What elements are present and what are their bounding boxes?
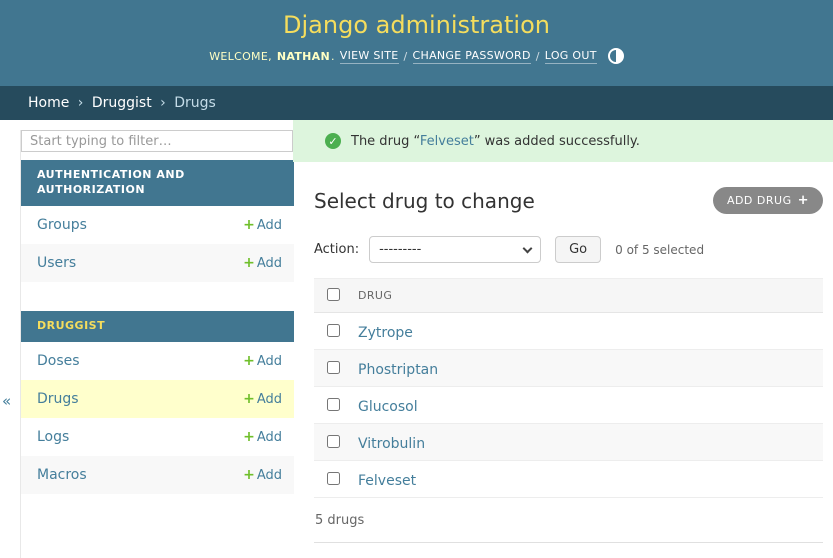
table-row: Glucosol: [314, 387, 823, 424]
plus-icon: +: [243, 466, 255, 483]
sidebar-filter-input[interactable]: [21, 130, 293, 152]
breadcrumb-app-link[interactable]: Druggist: [91, 95, 152, 111]
table-row: Vitrobulin: [314, 423, 823, 461]
go-button[interactable]: Go: [555, 236, 602, 263]
add-doses-link[interactable]: + Add: [243, 352, 282, 369]
sidebar-section-title-auth[interactable]: AUTHENTICATION AND AUTHORIZATION: [21, 160, 294, 206]
drug-row-link[interactable]: Glucosol: [358, 398, 418, 415]
plus-icon: +: [243, 428, 255, 445]
breadcrumb-separator: ›: [160, 95, 166, 111]
drug-row-link[interactable]: Zytrope: [358, 324, 413, 341]
plus-icon: +: [243, 390, 255, 407]
table-header-row: DRUG: [314, 278, 823, 313]
users-link[interactable]: Users: [37, 254, 77, 271]
action-counter: 0 of 5 selected: [615, 242, 705, 257]
sidebar-item-groups: Groups + Add: [21, 205, 294, 244]
drug-row-link[interactable]: Phostriptan: [358, 361, 439, 378]
main-content: ✓ The drug “Felveset” was added successf…: [293, 120, 833, 558]
row-checkbox[interactable]: [327, 397, 340, 411]
add-logs-link[interactable]: + Add: [243, 428, 282, 445]
nav-sidebar: AUTHENTICATION AND AUTHORIZATION Groups …: [16, 120, 294, 558]
plus-icon: +: [243, 254, 255, 271]
section-title-label: DRUGGIST: [37, 318, 106, 332]
drug-column-header[interactable]: DRUG: [358, 289, 393, 302]
row-checkbox[interactable]: [327, 360, 340, 374]
link-separator: /: [403, 49, 408, 63]
success-message-text: The drug “Felveset” was added successful…: [351, 133, 640, 149]
drug-row-link[interactable]: Vitrobulin: [358, 435, 426, 452]
site-title-link[interactable]: Django administration: [283, 11, 550, 39]
collapse-sidebar-icon[interactable]: «: [2, 392, 12, 410]
sidebar-item-logs: Logs + Add: [21, 417, 294, 456]
sidebar-toggle-column: «: [0, 120, 16, 558]
theme-toggle-icon[interactable]: [607, 48, 624, 64]
welcome-period: .: [331, 49, 335, 63]
log-out-link[interactable]: LOG OUT: [544, 48, 597, 64]
result-list-table: DRUG Zytrope Phostriptan: [314, 278, 823, 498]
macros-link[interactable]: Macros: [37, 466, 87, 483]
plus-icon: +: [797, 192, 809, 208]
table-row: Felveset: [314, 461, 823, 498]
table-row: Zytrope: [314, 313, 823, 350]
breadcrumb-current: Drugs: [174, 95, 216, 111]
plus-icon: +: [243, 216, 255, 233]
doses-link[interactable]: Doses: [37, 352, 80, 369]
sidebar-item-macros: Macros + Add: [21, 455, 294, 494]
table-row: Phostriptan: [314, 349, 823, 387]
sidebar-section-druggist: DRUGGIST Doses + Add Drugs + Add Logs + Add: [21, 310, 294, 494]
welcome-text: WELCOME,: [209, 49, 272, 63]
view-site-link[interactable]: VIEW SITE: [339, 48, 399, 64]
username: NATHAN: [276, 49, 330, 63]
user-tools: WELCOME, NATHAN. VIEW SITE / CHANGE PASS…: [0, 48, 833, 64]
page-title: Select drug to change: [314, 188, 535, 213]
breadcrumb-separator: ›: [77, 95, 84, 111]
sidebar-section-auth: AUTHENTICATION AND AUTHORIZATION Groups …: [21, 160, 294, 282]
plus-icon: +: [243, 352, 255, 369]
drugs-link[interactable]: Drugs: [37, 390, 79, 407]
felveset-message-link[interactable]: Felveset: [419, 133, 474, 149]
result-count: 5 drugs: [314, 498, 823, 543]
add-drug-button[interactable]: ADD DRUG +: [712, 187, 823, 214]
row-checkbox[interactable]: [327, 323, 340, 337]
drug-row-link[interactable]: Felveset: [358, 472, 417, 489]
logs-link[interactable]: Logs: [37, 428, 70, 445]
add-macros-link[interactable]: + Add: [243, 466, 282, 483]
breadcrumb-home-link[interactable]: Home: [28, 95, 70, 111]
add-users-link[interactable]: + Add: [243, 254, 282, 271]
sidebar-item-users: Users + Add: [21, 243, 294, 282]
success-check-icon: ✓: [325, 133, 341, 149]
sidebar-section-title-druggist[interactable]: DRUGGIST: [21, 310, 294, 342]
link-separator: /: [535, 49, 540, 63]
add-drugs-link[interactable]: + Add: [243, 390, 282, 407]
groups-link[interactable]: Groups: [37, 216, 87, 233]
row-checkbox[interactable]: [327, 471, 340, 485]
sidebar-item-doses: Doses + Add: [21, 341, 294, 380]
success-message: ✓ The drug “Felveset” was added successf…: [293, 120, 833, 162]
change-password-link[interactable]: CHANGE PASSWORD: [412, 48, 531, 64]
add-groups-link[interactable]: + Add: [243, 216, 282, 233]
sidebar-item-drugs: Drugs + Add: [21, 379, 294, 418]
breadcrumb: Home › Druggist › Drugs: [0, 86, 833, 120]
action-select[interactable]: ---------: [369, 236, 542, 263]
actions-bar: Action: --------- Go 0 of 5 selected: [314, 236, 823, 263]
select-all-checkbox[interactable]: [327, 287, 340, 301]
row-checkbox[interactable]: [327, 434, 340, 448]
section-title-label: AUTHENTICATION AND AUTHORIZATION: [37, 168, 185, 196]
header: Django administration WELCOME, NATHAN. V…: [0, 0, 833, 86]
action-label: Action:: [314, 242, 360, 257]
